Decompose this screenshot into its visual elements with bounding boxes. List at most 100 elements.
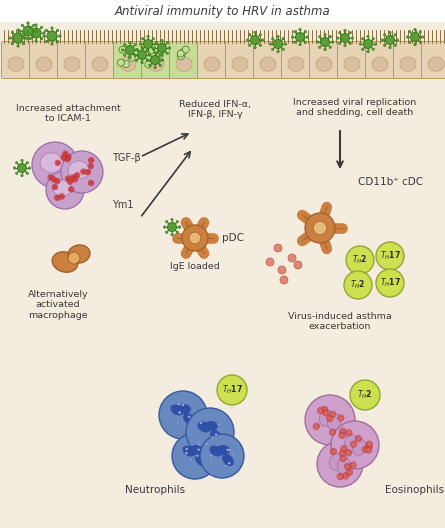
Circle shape [324, 33, 326, 36]
Circle shape [316, 41, 319, 43]
Text: $T_H$17: $T_H$17 [380, 277, 400, 289]
Circle shape [25, 37, 27, 39]
Ellipse shape [210, 430, 222, 442]
Circle shape [89, 164, 93, 168]
FancyBboxPatch shape [337, 42, 367, 79]
Circle shape [129, 41, 131, 44]
Circle shape [248, 44, 251, 46]
Circle shape [146, 59, 149, 61]
Circle shape [159, 53, 162, 56]
Circle shape [31, 28, 41, 38]
Circle shape [40, 26, 43, 29]
Circle shape [138, 51, 146, 60]
Circle shape [40, 37, 43, 40]
Circle shape [11, 42, 13, 45]
Circle shape [367, 448, 371, 452]
Text: Alternatively
activated
macrophage: Alternatively activated macrophage [28, 290, 88, 320]
Circle shape [200, 422, 202, 424]
Circle shape [166, 231, 168, 233]
Circle shape [171, 218, 173, 221]
Circle shape [29, 26, 32, 29]
Circle shape [51, 43, 53, 45]
Circle shape [227, 449, 229, 451]
Circle shape [89, 158, 93, 162]
Circle shape [158, 48, 165, 54]
Circle shape [188, 416, 190, 418]
Circle shape [16, 162, 18, 164]
Circle shape [294, 31, 296, 33]
Circle shape [282, 37, 284, 40]
Ellipse shape [328, 413, 340, 430]
Circle shape [136, 49, 139, 51]
Ellipse shape [64, 57, 80, 71]
Circle shape [64, 152, 67, 155]
Circle shape [367, 50, 369, 53]
Text: IgE loaded: IgE loaded [170, 262, 220, 271]
Circle shape [367, 442, 371, 446]
Circle shape [288, 254, 296, 262]
Circle shape [155, 52, 158, 54]
Circle shape [313, 221, 327, 235]
Ellipse shape [428, 57, 444, 71]
Circle shape [271, 37, 274, 40]
Circle shape [345, 464, 350, 469]
Circle shape [409, 41, 411, 43]
Ellipse shape [210, 446, 222, 456]
Circle shape [344, 44, 346, 46]
Circle shape [129, 56, 131, 59]
Circle shape [186, 408, 234, 456]
Circle shape [215, 433, 218, 436]
FancyBboxPatch shape [29, 42, 58, 79]
Circle shape [142, 48, 144, 51]
Circle shape [17, 164, 27, 173]
Ellipse shape [52, 252, 78, 272]
Circle shape [331, 412, 335, 417]
Text: Eosinophils: Eosinophils [385, 485, 444, 495]
Circle shape [145, 61, 152, 68]
Circle shape [340, 433, 344, 438]
Circle shape [372, 48, 375, 51]
Circle shape [154, 43, 157, 45]
Circle shape [73, 177, 77, 181]
Circle shape [134, 43, 137, 46]
Circle shape [278, 266, 286, 274]
Circle shape [9, 37, 11, 39]
Ellipse shape [337, 458, 351, 475]
Circle shape [22, 42, 25, 45]
Circle shape [11, 31, 13, 34]
Circle shape [414, 43, 416, 46]
Circle shape [349, 42, 352, 44]
Circle shape [166, 221, 168, 223]
Circle shape [72, 176, 75, 180]
Circle shape [141, 46, 143, 49]
Circle shape [17, 29, 19, 31]
Circle shape [350, 380, 380, 410]
Circle shape [69, 187, 73, 191]
Ellipse shape [217, 446, 230, 455]
Text: $T_H$17: $T_H$17 [222, 384, 243, 396]
Circle shape [124, 43, 126, 46]
Circle shape [304, 31, 307, 33]
Circle shape [27, 22, 29, 24]
Circle shape [299, 43, 301, 46]
Circle shape [193, 408, 196, 411]
Circle shape [176, 221, 178, 223]
Circle shape [147, 35, 149, 37]
Circle shape [367, 444, 371, 449]
Circle shape [22, 31, 25, 34]
Circle shape [178, 226, 181, 228]
Circle shape [318, 409, 323, 413]
Circle shape [336, 37, 339, 39]
Circle shape [172, 433, 218, 479]
Circle shape [171, 233, 173, 235]
Circle shape [89, 181, 93, 185]
Circle shape [124, 54, 126, 56]
Circle shape [259, 44, 262, 46]
Ellipse shape [190, 446, 202, 455]
Circle shape [66, 157, 69, 161]
Circle shape [177, 421, 179, 423]
FancyBboxPatch shape [310, 42, 339, 79]
Circle shape [27, 38, 29, 40]
Circle shape [338, 474, 342, 479]
Text: $T_H$2: $T_H$2 [350, 279, 366, 291]
